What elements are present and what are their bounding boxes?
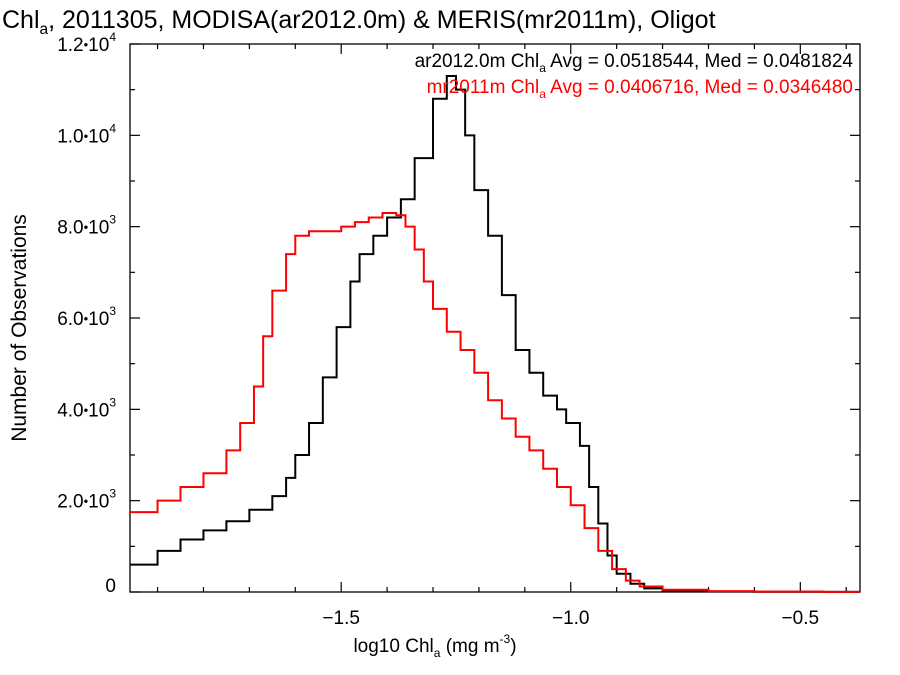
y-tick-label: 6.0•103 — [57, 304, 116, 330]
y-axis-label: Number of Observations — [8, 214, 31, 442]
y-tick-label: 1.0•104 — [57, 121, 116, 147]
y-tick-label: 1.2•104 — [57, 30, 116, 56]
title-rest: , 2011305, MODISA(ar2012.0m) & MERIS(mr2… — [48, 6, 716, 34]
legend-entry-mr2011m: mr2011m Chla Avg = 0.0406716, Med = 0.03… — [427, 77, 853, 101]
y-tick-label: 2.0•103 — [57, 487, 116, 513]
chart-title: Chla, 2011305, MODISA(ar2012.0m) & MERIS… — [2, 6, 716, 39]
x-tick-label: −1.0 — [552, 608, 590, 629]
y-tick-label: 0 — [105, 576, 116, 597]
legend-entry-ar2012.0m: ar2012.0m Chla Avg = 0.0518544, Med = 0.… — [415, 51, 854, 75]
plot-area-frame — [129, 43, 861, 593]
y-tick-label: 4.0•103 — [57, 395, 116, 421]
series-line-ar2012.0m — [130, 74, 861, 593]
x-tick-label: −1.5 — [322, 608, 360, 629]
y-tick-label: 8.0•103 — [57, 213, 116, 239]
x-axis-label: log10 Chla (mg m-3) — [353, 632, 516, 660]
title-main: Chl — [2, 6, 40, 34]
title-subscript: a — [39, 21, 49, 38]
series-line-mr2011m — [130, 211, 861, 593]
x-tick-label: −0.5 — [782, 608, 820, 629]
